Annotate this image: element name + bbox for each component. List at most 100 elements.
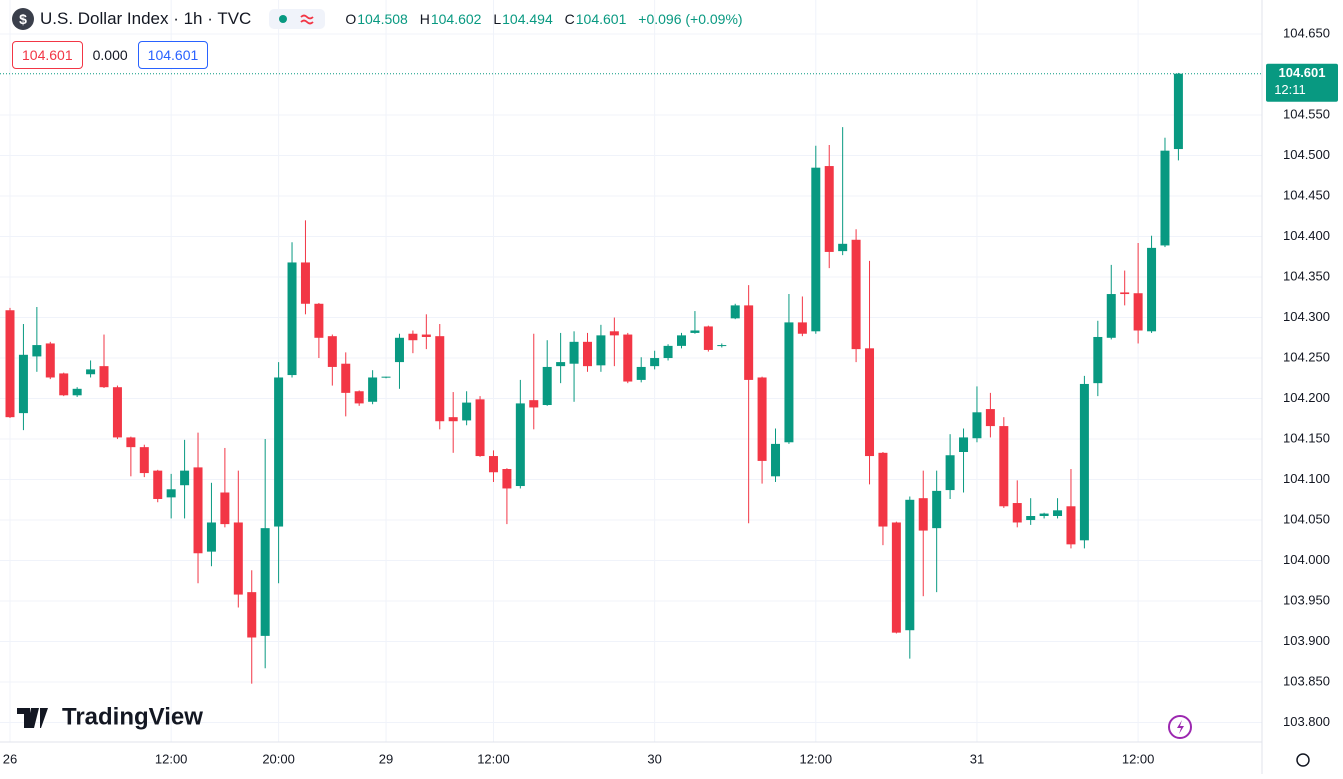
candle-body [663, 345, 673, 359]
y-tick-label: 103.950 [1283, 592, 1330, 607]
candle-body [650, 358, 660, 367]
candle-body [529, 400, 539, 408]
candle-body [166, 489, 176, 498]
candle-body [99, 366, 109, 388]
candle-body [32, 345, 42, 357]
y-tick-label: 104.300 [1283, 309, 1330, 324]
watermark: TradingView [62, 703, 203, 730]
candle-body [972, 412, 982, 439]
x-tick-label: 26 [3, 751, 17, 766]
candle-body [918, 498, 928, 531]
y-tick-label: 104.350 [1283, 268, 1330, 283]
candle-body [542, 366, 552, 406]
candle-body [623, 334, 633, 382]
candle-body [462, 402, 472, 421]
candle-body [865, 348, 875, 457]
candle-body [300, 262, 310, 304]
lightning-bolt [1177, 720, 1184, 734]
candle-body [771, 443, 781, 477]
y-tick-label: 104.650 [1283, 25, 1330, 40]
candle-body [408, 333, 418, 341]
candle-body [421, 334, 431, 337]
candle-body [502, 469, 512, 489]
candle-body [1079, 383, 1089, 541]
candle-body [72, 388, 82, 396]
y-tick-label: 104.000 [1283, 552, 1330, 567]
candle-body [381, 376, 391, 378]
last-price-tag [1266, 63, 1338, 102]
candle-body [596, 335, 606, 366]
candle-body [878, 452, 888, 527]
x-tick-label: 20:00 [262, 751, 295, 766]
candle-body [233, 522, 243, 595]
candle-body [314, 303, 324, 338]
lightning-icon [1168, 715, 1192, 739]
settings-icon [1296, 753, 1310, 767]
candle-body [59, 373, 69, 396]
candle-body [730, 305, 740, 319]
ohlc: O104.508 H104.602 L104.494 C104.601 +0.0… [345, 11, 750, 27]
candle-body [368, 377, 378, 402]
candle-body [797, 322, 807, 334]
candle-body [193, 467, 203, 554]
candle-body [206, 522, 216, 552]
candle-body [1093, 336, 1103, 384]
candle-body [448, 417, 458, 422]
x-tick-label: 12:00 [1122, 751, 1155, 766]
o-value: 104.508 [357, 11, 408, 27]
y-tick-label: 104.450 [1283, 187, 1330, 202]
candle-body [327, 336, 337, 367]
candle-body [1160, 150, 1170, 246]
c-label: C [564, 11, 575, 27]
candle-body [354, 391, 364, 404]
c-value: 104.601 [575, 11, 627, 27]
x-tick-label: 12:00 [155, 751, 188, 766]
candle-body [287, 262, 297, 376]
candle-body [1120, 292, 1130, 295]
x-tick-label: 30 [647, 751, 661, 766]
candle-body [703, 326, 713, 350]
trade-toolbar: 104.601 0.000 104.601 [12, 41, 209, 69]
logo-mark [17, 708, 48, 728]
candle-body [636, 366, 646, 380]
l-label: L [493, 11, 502, 27]
candle-body [1147, 247, 1157, 332]
candle-body [488, 456, 498, 473]
l-value: 104.494 [502, 11, 553, 27]
candle-body [985, 409, 995, 427]
candle-body [891, 522, 901, 633]
candle-body [45, 343, 55, 378]
candle-body [905, 499, 915, 631]
h-label: H [419, 11, 430, 27]
buy-price[interactable]: 104.601 [137, 41, 209, 69]
candle-body [1106, 294, 1116, 338]
candle-body [139, 447, 149, 474]
candle-body [757, 377, 767, 461]
candle-body [435, 336, 445, 422]
legend: $ U.S. Dollar Index · 1h · TVC O104.508 … [12, 8, 751, 30]
y-tick-label: 104.050 [1283, 511, 1330, 526]
status-badge[interactable] [269, 9, 326, 29]
symbol-icon: $ [12, 8, 34, 30]
spread: 0.000 [92, 47, 128, 63]
candle-body [811, 167, 821, 332]
candle-body [824, 166, 834, 252]
candle-body [945, 455, 955, 491]
candle-body [959, 437, 969, 453]
candle-body [1066, 506, 1076, 545]
status-icons [279, 14, 314, 25]
candle-body [1039, 513, 1049, 516]
x-tick-label: 12:00 [800, 751, 833, 766]
candle-body [690, 330, 700, 333]
countdown: 12:11 [1274, 82, 1306, 97]
sell-price[interactable]: 104.601 [12, 41, 83, 69]
y-tick-label: 104.150 [1283, 430, 1330, 445]
candle-body [220, 492, 230, 525]
x-tick-label: 12:00 [477, 751, 510, 766]
candle-body [260, 528, 270, 636]
candle-body [112, 387, 122, 438]
h-value: 104.602 [430, 11, 482, 27]
change: +0.096 (+0.09%) [638, 11, 743, 27]
candle-body [677, 335, 686, 346]
candle-body [394, 337, 404, 363]
